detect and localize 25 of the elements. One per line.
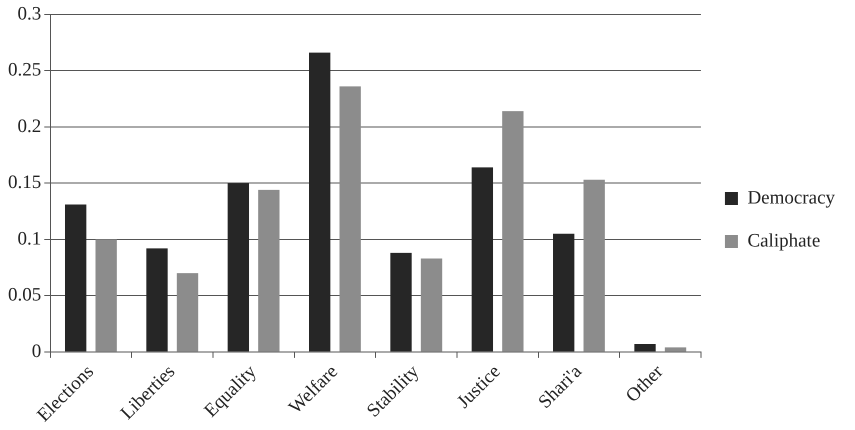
bar — [390, 252, 412, 352]
bar — [258, 190, 280, 352]
y-tick-label: 0.25 — [8, 60, 42, 81]
bar — [664, 347, 686, 352]
bar — [472, 167, 494, 352]
bar — [228, 183, 250, 352]
y-tick-label: 0 — [32, 340, 42, 362]
y-tick-label: 0.2 — [18, 116, 42, 137]
y-tick-label: 0.3 — [18, 3, 42, 24]
y-tick-label: 0.1 — [18, 228, 42, 250]
bar — [502, 111, 524, 352]
bar — [634, 344, 656, 352]
bar — [309, 52, 330, 352]
bar — [146, 248, 168, 352]
legend-label: Democracy — [747, 187, 836, 208]
legend-label: Caliphate — [747, 230, 820, 252]
y-tick-label: 0.05 — [8, 284, 42, 306]
bar — [340, 86, 361, 352]
bar — [553, 234, 574, 352]
bar — [176, 273, 198, 352]
y-tick-label: 0.15 — [8, 172, 42, 194]
bar — [95, 239, 117, 352]
bar — [420, 258, 442, 352]
bar — [584, 180, 605, 352]
bar — [64, 204, 86, 352]
